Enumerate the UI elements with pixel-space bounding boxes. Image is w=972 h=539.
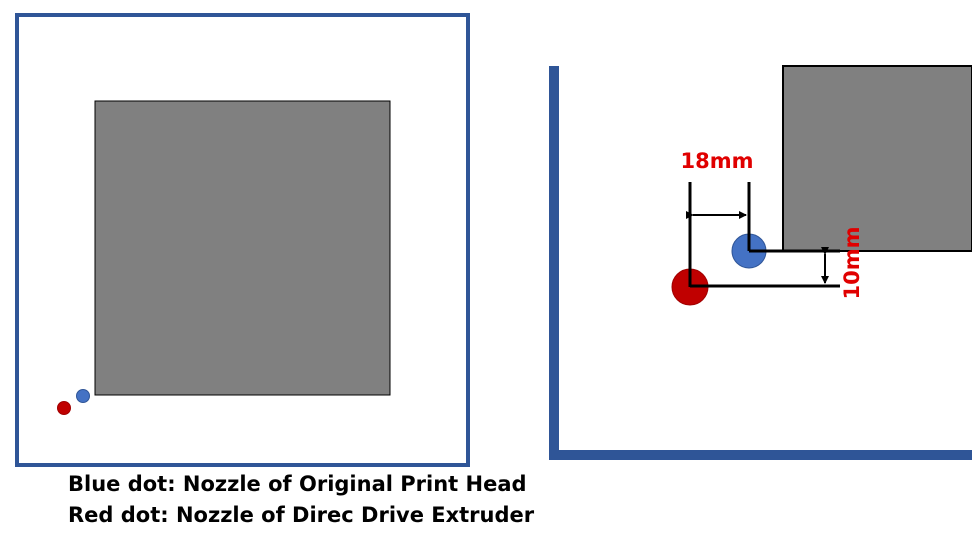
print-area-corner: [782, 65, 972, 252]
zoomed-detail-panel: 18mm 10mm: [549, 65, 972, 460]
horizontal-offset-label: 18mm: [681, 149, 754, 173]
legend-blue-dot: Blue dot: Nozzle of Original Print Head: [68, 472, 527, 496]
bed-frame-bottom-edge: [549, 450, 972, 460]
blue-nozzle-dot: [76, 389, 90, 403]
red-nozzle-dot: [57, 401, 71, 415]
legend-red-dot: Red dot: Nozzle of Direc Drive Extruder: [68, 503, 535, 527]
vertical-offset-label: 10mm: [840, 227, 864, 300]
overview-panel: [15, 13, 470, 467]
bed-frame-left-edge: [549, 66, 559, 460]
print-area: [94, 100, 391, 396]
